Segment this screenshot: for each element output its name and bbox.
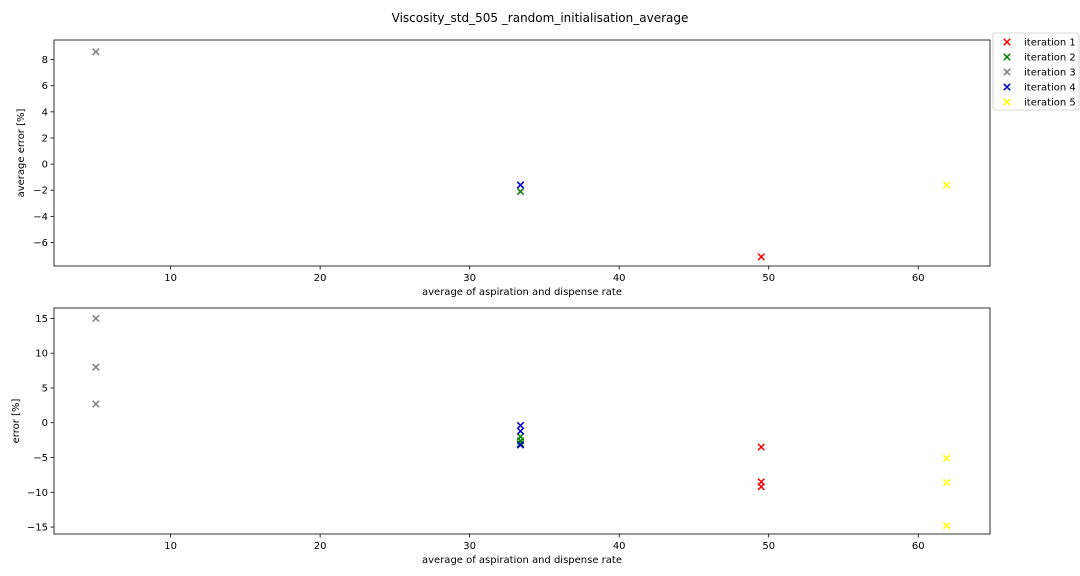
data-point-iteration-5 [942, 181, 951, 189]
figure-title: Viscosity_std_505 _random_initialisation… [392, 11, 689, 25]
x-tick-label: 30 [463, 273, 476, 284]
y-tick-label: −4 [33, 212, 48, 223]
x-tick-label: 60 [912, 273, 925, 284]
data-point-iteration-1 [757, 253, 765, 261]
subplot-2: 10 20 30 40 50 60 −15 −10 −5 0 5 10 15 average of asp… [11, 307, 991, 566]
data-point-iteration-4 [516, 441, 525, 449]
subplot-1: 10 20 30 40 50 60 −6 −4 −2 0 2 4 6 8 average of aspira… [16, 39, 991, 298]
x-tick-label: 30 [463, 541, 476, 552]
y-tick-label: −6 [33, 238, 48, 249]
y-tick-label: −15 [27, 523, 48, 534]
legend: iteration 1 iteration 2 iteration 3 iterati… [992, 32, 1080, 111]
y-tick-label: 0 [42, 418, 48, 429]
x-axis-label: average of aspiration and dispense rate [422, 555, 622, 566]
x-tick-label: 10 [164, 273, 177, 284]
y-tick-label: 6 [42, 81, 48, 92]
data-point-iteration-3 [92, 363, 100, 371]
y-tick-label: −10 [27, 488, 48, 499]
x-tick-label: 20 [314, 541, 327, 552]
data-point-iteration-1 [757, 482, 765, 491]
y-tick-label: 8 [42, 55, 48, 66]
legend-label: iteration 2 [1024, 53, 1076, 64]
y-axis-label: average error [%] [16, 108, 27, 197]
legend-marker [1003, 68, 1011, 76]
legend-label: iteration 3 [1024, 68, 1076, 79]
y-axis-label: error [%] [11, 399, 22, 444]
data-point-iteration-1 [757, 443, 765, 451]
legend-box [992, 32, 1080, 111]
data-point-iteration-4 [516, 427, 525, 435]
y-tick-label: 15 [35, 314, 48, 325]
x-tick-label: 60 [912, 541, 925, 552]
legend-marker [1003, 83, 1011, 91]
data-point-iteration-5 [942, 454, 951, 462]
y-tick-label: 4 [42, 107, 48, 118]
data-point-iteration-3 [92, 314, 100, 323]
data-point-iteration-4 [516, 421, 525, 430]
x-tick-label: 50 [762, 541, 775, 552]
legend-marker [1003, 38, 1011, 46]
x-tick-label: 10 [164, 541, 177, 552]
y-tick-label: 5 [42, 383, 48, 394]
legend-marker [1003, 98, 1011, 106]
y-tick-label: 10 [35, 349, 48, 360]
y-tick-label: −5 [33, 453, 48, 464]
x-tick-label: 40 [613, 541, 626, 552]
legend-marker [1003, 53, 1011, 61]
x-tick-label: 40 [613, 273, 626, 284]
y-tick-label: 0 [42, 160, 48, 171]
data-point-iteration-5 [942, 521, 951, 530]
axes-frame [53, 39, 991, 267]
data-point-iteration-4 [516, 181, 525, 189]
data-point-iteration-3 [92, 400, 100, 408]
x-tick-label: 50 [762, 273, 775, 284]
y-tick-label: −2 [33, 186, 48, 197]
y-tick-label: 2 [42, 133, 48, 144]
legend-label: iteration 5 [1024, 98, 1076, 109]
data-point-iteration-5 [942, 478, 951, 487]
legend-label: iteration 4 [1024, 83, 1076, 94]
data-point-iteration-3 [92, 48, 100, 56]
axes-frame [53, 307, 991, 535]
legend-label: iteration 1 [1024, 38, 1076, 49]
x-tick-label: 20 [314, 273, 327, 284]
x-axis-label: average of aspiration and dispense rate [422, 287, 622, 298]
data-point-iteration-2 [516, 439, 525, 448]
data-point-iteration-2 [516, 187, 525, 196]
